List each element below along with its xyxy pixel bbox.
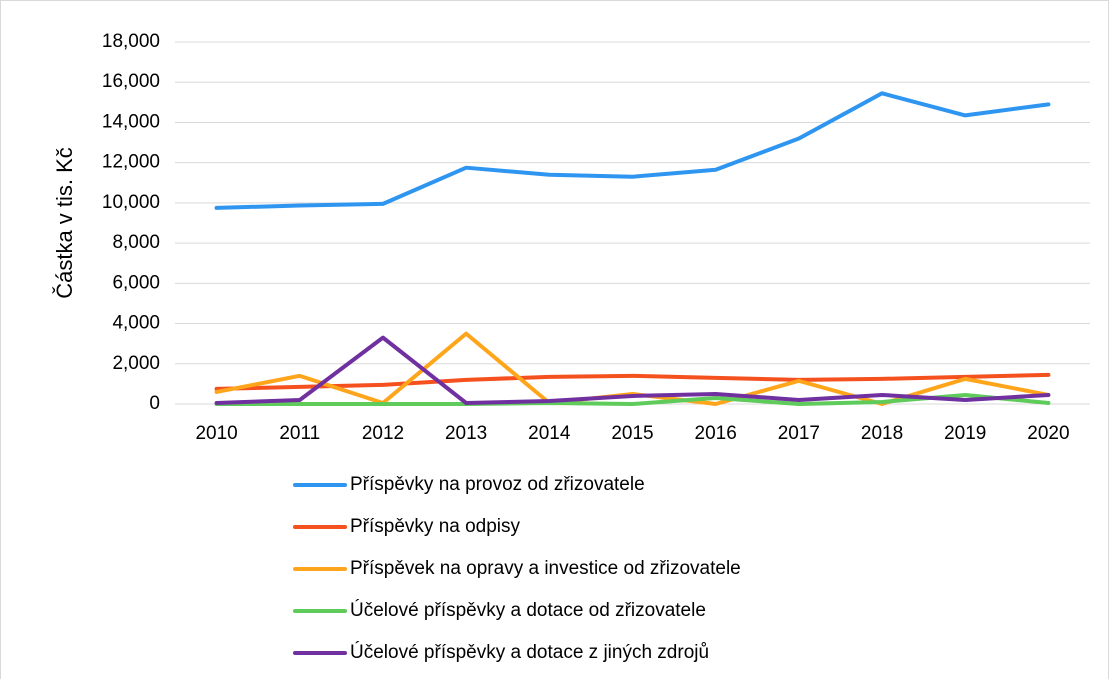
series-line [214,392,1051,406]
y-tick-label: 4,000 [112,313,160,334]
x-tick-label: 2020 [1027,423,1069,444]
legend-label: Příspěvky na provoz od zřizovatele [350,474,645,495]
legend-label: Účelové příspěvky a dotace z jiných zdro… [350,641,709,663]
y-tick-label: 2,000 [112,353,160,374]
x-tick-label: 2013 [445,423,487,444]
y-tick-label: 12,000 [102,152,160,173]
x-tick-label: 2017 [778,423,820,444]
legend-label: Příspěvky na odpisy [350,516,521,537]
y-tick-label: 16,000 [102,71,160,92]
x-tick-label: 2019 [944,423,986,444]
y-tick-label: 0 [149,393,160,414]
y-tick-label: 10,000 [102,192,160,213]
legend-label: Příspěvek na opravy a investice od zřizo… [350,558,741,579]
series-line [214,335,1051,405]
series-line [214,372,1051,391]
x-tick-label: 2016 [695,423,737,444]
x-tick-label: 2010 [195,423,237,444]
series-line [214,91,1051,210]
y-tick-label: 18,000 [102,31,160,52]
y-tick-label: 6,000 [112,272,160,293]
y-tick-label: 8,000 [112,232,160,253]
legend-label: Účelové příspěvky a dotace od zřizovatel… [350,599,706,621]
x-tick-label: 2011 [279,423,320,444]
y-axis-title: Částka v tis. Kč [52,147,77,299]
x-tick-label: 2014 [528,423,571,444]
x-tick-label: 2018 [861,423,903,444]
y-tick-label: 14,000 [102,111,160,132]
x-tick-label: 2012 [362,423,404,444]
x-tick-label: 2015 [611,423,653,444]
